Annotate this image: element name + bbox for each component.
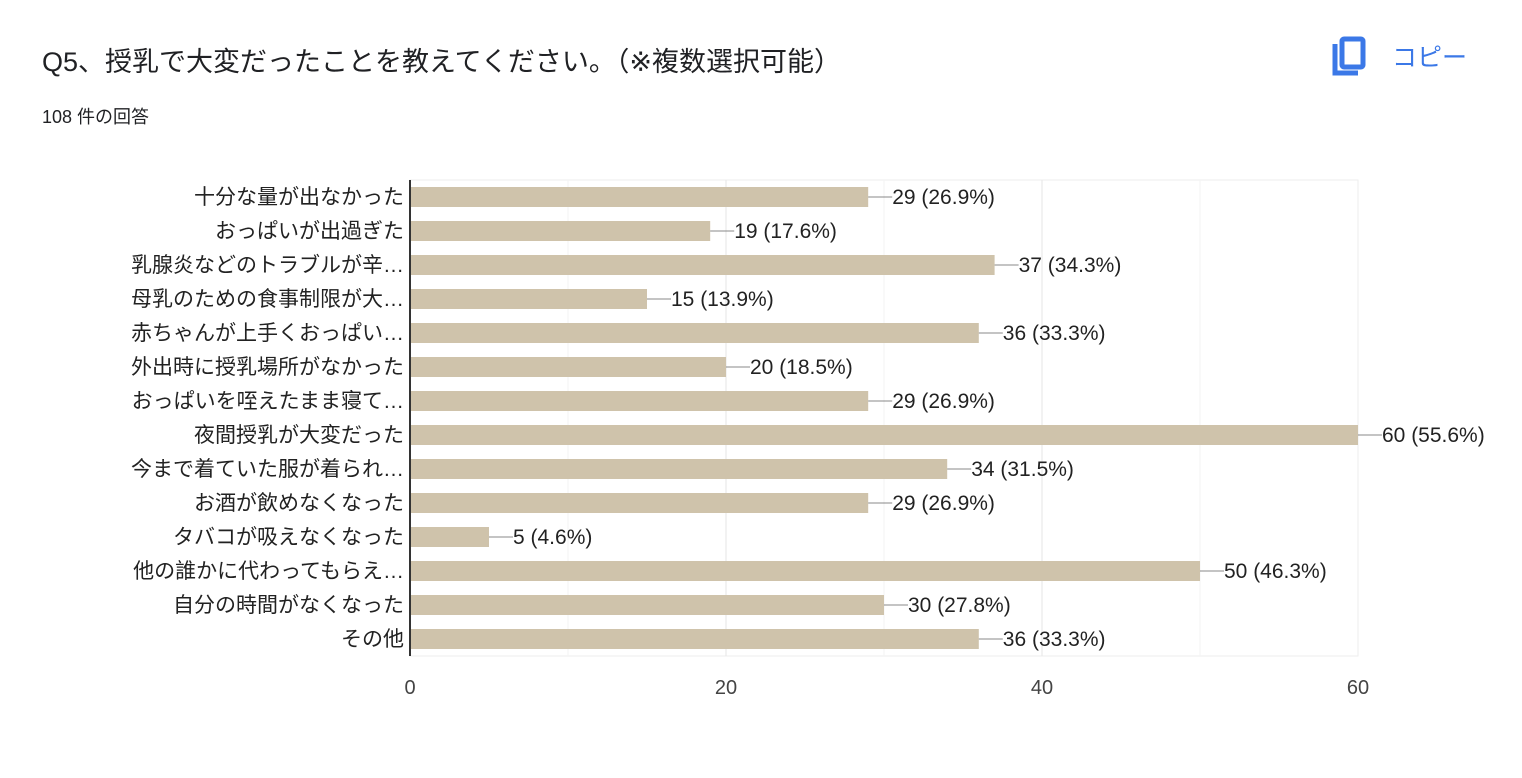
data-label: 30 (27.8%) [908,594,1011,617]
bar [410,459,948,479]
data-label: 29 (26.9%) [892,492,995,515]
bar [410,255,995,275]
category-label: タバコが吸えなくなった [173,526,404,549]
data-label: 36 (33.3%) [1003,628,1106,651]
x-tick-label: 0 [404,677,415,699]
data-label: 20 (18.5%) [750,356,853,379]
data-label: 36 (33.3%) [1003,322,1106,345]
response-count: 108 件の回答 [42,107,150,127]
category-label: 今まで着ていた服が着られ… [131,458,404,481]
category-label: お酒が飲めなくなった [194,492,404,515]
copy-label: コピー [1392,44,1468,72]
bar [410,221,711,241]
bar [410,561,1200,581]
data-label: 34 (31.5%) [971,458,1074,481]
data-label: 19 (17.6%) [734,220,837,243]
bar [410,391,869,411]
category-label: 外出時に授乳場所がなかった [131,356,404,379]
data-label: 60 (55.6%) [1382,424,1485,447]
x-tick-label: 60 [1347,677,1369,699]
category-label: 赤ちゃんが上手くおっぱい… [131,322,404,345]
bar [410,357,726,377]
bar [410,289,647,309]
bar [410,595,884,615]
question-title: Q5、授乳で大変だったことを教えてください。（※複数選択可能） [42,47,841,77]
bar [410,323,979,343]
category-label: その他 [341,628,404,651]
x-tick-label: 20 [715,677,737,699]
category-label: おっぱいを咥えたまま寝て… [132,390,404,413]
x-tick-label: 40 [1031,677,1053,699]
bar [410,629,979,649]
data-label: 29 (26.9%) [892,186,995,209]
data-label: 50 (46.3%) [1224,560,1327,583]
copy-icon [1332,36,1366,76]
category-label: 十分な量が出なかった [194,186,404,209]
data-label: 29 (26.9%) [892,390,995,413]
data-label: 37 (34.3%) [1019,254,1122,277]
bar [410,527,489,547]
category-label: 夜間授乳が大変だった [194,424,404,447]
copy-button[interactable]: コピー [1332,36,1467,76]
category-label: 自分の時間がなくなった [173,594,404,617]
data-label: 5 (4.6%) [513,526,592,549]
category-label: 他の誰かに代わってもらえ… [133,560,404,583]
category-label: 母乳のための食事制限が大… [131,288,404,311]
bar [410,493,869,513]
bar [410,187,869,207]
category-label: 乳腺炎などのトラブルが辛… [131,254,404,277]
category-label: おっぱいが出過ぎた [215,220,404,243]
data-label: 15 (13.9%) [671,288,774,311]
bar [410,425,1358,445]
